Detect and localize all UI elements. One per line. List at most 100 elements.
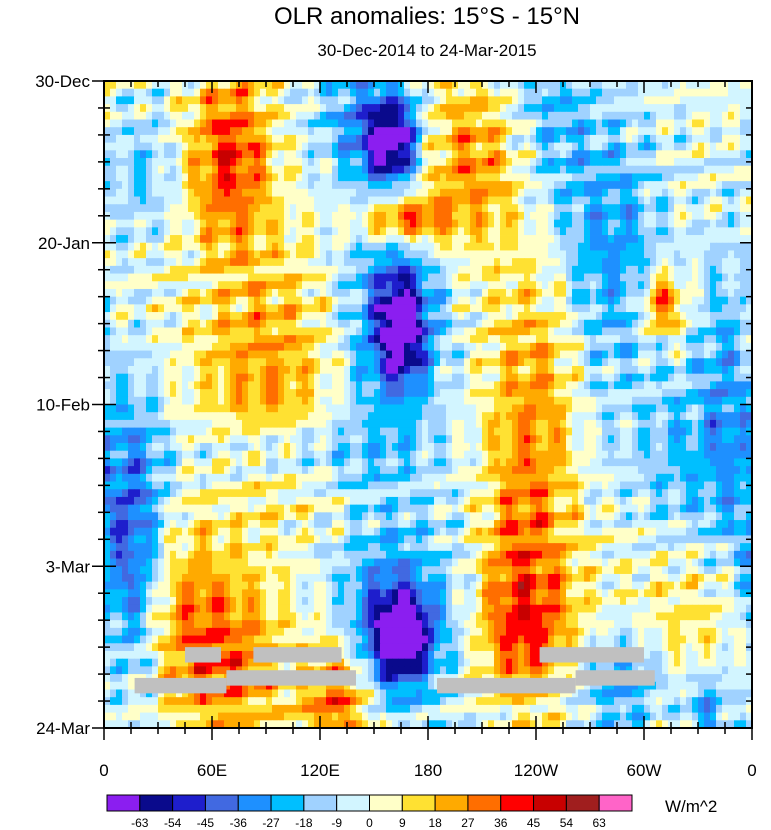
heatmap-cell <box>716 258 723 267</box>
heatmap-cell <box>506 235 513 244</box>
heatmap-cell <box>110 165 117 174</box>
chart-title: OLR anomalies: 15°S - 15°N <box>274 3 580 30</box>
heatmap-cell <box>344 196 351 205</box>
heatmap-cell <box>338 196 345 205</box>
heatmap-cell <box>536 250 543 259</box>
heatmap-cell <box>476 219 483 228</box>
heatmap-cell <box>344 204 351 213</box>
heatmap-cell <box>170 242 177 251</box>
heatmap-cell <box>602 158 609 167</box>
heatmap-cell <box>332 158 339 167</box>
heatmap-cell <box>206 273 213 282</box>
heatmap-cell <box>728 81 735 90</box>
heatmap-cell <box>254 342 261 351</box>
heatmap-cell <box>392 350 399 359</box>
heatmap-cell <box>206 419 213 428</box>
heatmap-cell <box>464 381 471 390</box>
heatmap-cell <box>638 127 645 136</box>
heatmap-cell <box>128 127 135 136</box>
heatmap-cell <box>536 312 543 321</box>
heatmap-cell <box>668 158 675 167</box>
heatmap-cell <box>422 188 429 197</box>
heatmap-cell <box>740 412 747 421</box>
heatmap-cell <box>644 281 651 290</box>
heatmap-cell <box>254 427 261 436</box>
heatmap-cell <box>500 358 507 367</box>
heatmap-cell <box>458 104 465 113</box>
heatmap-cell <box>110 412 117 421</box>
heatmap-cell <box>152 312 159 321</box>
heatmap-cell <box>602 104 609 113</box>
heatmap-cell <box>110 281 117 290</box>
heatmap-cell <box>518 127 525 136</box>
heatmap-cell <box>590 158 597 167</box>
heatmap-cell <box>368 181 375 190</box>
heatmap-cell <box>164 365 171 375</box>
heatmap-cell <box>368 165 375 174</box>
heatmap-cell <box>686 119 693 128</box>
heatmap-cell <box>458 173 465 182</box>
heatmap-cell <box>398 188 405 197</box>
heatmap-cell <box>734 204 741 213</box>
heatmap-cell <box>722 296 729 305</box>
heatmap-cell <box>446 250 453 259</box>
heatmap-cell <box>596 381 603 390</box>
heatmap-cell <box>644 288 651 298</box>
heatmap-cell <box>110 381 117 390</box>
heatmap-cell <box>668 211 675 221</box>
heatmap-cell <box>122 350 129 359</box>
heatmap-cell <box>614 412 621 421</box>
heatmap-cell <box>680 211 687 221</box>
heatmap-cell <box>572 242 579 251</box>
heatmap-cell <box>110 142 117 151</box>
heatmap-cell <box>332 204 339 213</box>
heatmap-cell <box>674 312 681 321</box>
heatmap-cell <box>164 158 171 167</box>
heatmap-cell <box>488 381 495 390</box>
heatmap-cell <box>620 158 627 167</box>
heatmap-cell <box>140 373 147 382</box>
heatmap-cell <box>176 304 183 313</box>
heatmap-cell <box>242 158 249 167</box>
heatmap-cell <box>584 296 591 305</box>
heatmap-cell <box>260 419 267 428</box>
heatmap-cell <box>368 296 375 305</box>
heatmap-cell <box>716 181 723 190</box>
heatmap-cell <box>182 250 189 259</box>
heatmap-cell <box>704 242 711 251</box>
heatmap-cell <box>746 281 753 290</box>
heatmap-cell <box>416 134 423 144</box>
heatmap-cell <box>710 396 717 405</box>
heatmap-cell <box>392 104 399 113</box>
heatmap-cell <box>404 404 411 413</box>
heatmap-cell <box>662 235 669 244</box>
heatmap-cell <box>422 111 429 120</box>
heatmap-cell <box>704 288 711 298</box>
heatmap-cell <box>518 389 525 398</box>
heatmap-cell <box>410 281 417 290</box>
heatmap-cell <box>398 119 405 128</box>
heatmap-cell <box>518 242 525 251</box>
heatmap-cell <box>344 258 351 267</box>
heatmap-cell <box>170 150 177 159</box>
heatmap-cell <box>140 265 147 274</box>
heatmap-cell <box>362 281 369 290</box>
heatmap-cell <box>740 381 747 390</box>
heatmap-cell <box>494 342 501 351</box>
heatmap-cell <box>284 235 291 244</box>
heatmap-cell <box>200 188 207 197</box>
heatmap-cell <box>248 427 255 436</box>
heatmap-cell <box>224 365 231 375</box>
heatmap-cell <box>116 250 123 259</box>
heatmap-cell <box>548 119 555 128</box>
heatmap-cell <box>482 250 489 259</box>
heatmap-cell <box>386 389 393 398</box>
heatmap-cell <box>470 211 477 221</box>
heatmap-cell <box>374 88 381 97</box>
heatmap-cell <box>608 389 615 398</box>
heatmap-cell <box>314 327 321 336</box>
heatmap-cell <box>212 188 219 197</box>
heatmap-cell <box>146 158 153 167</box>
heatmap-cell <box>248 96 255 105</box>
heatmap-cell <box>464 304 471 313</box>
